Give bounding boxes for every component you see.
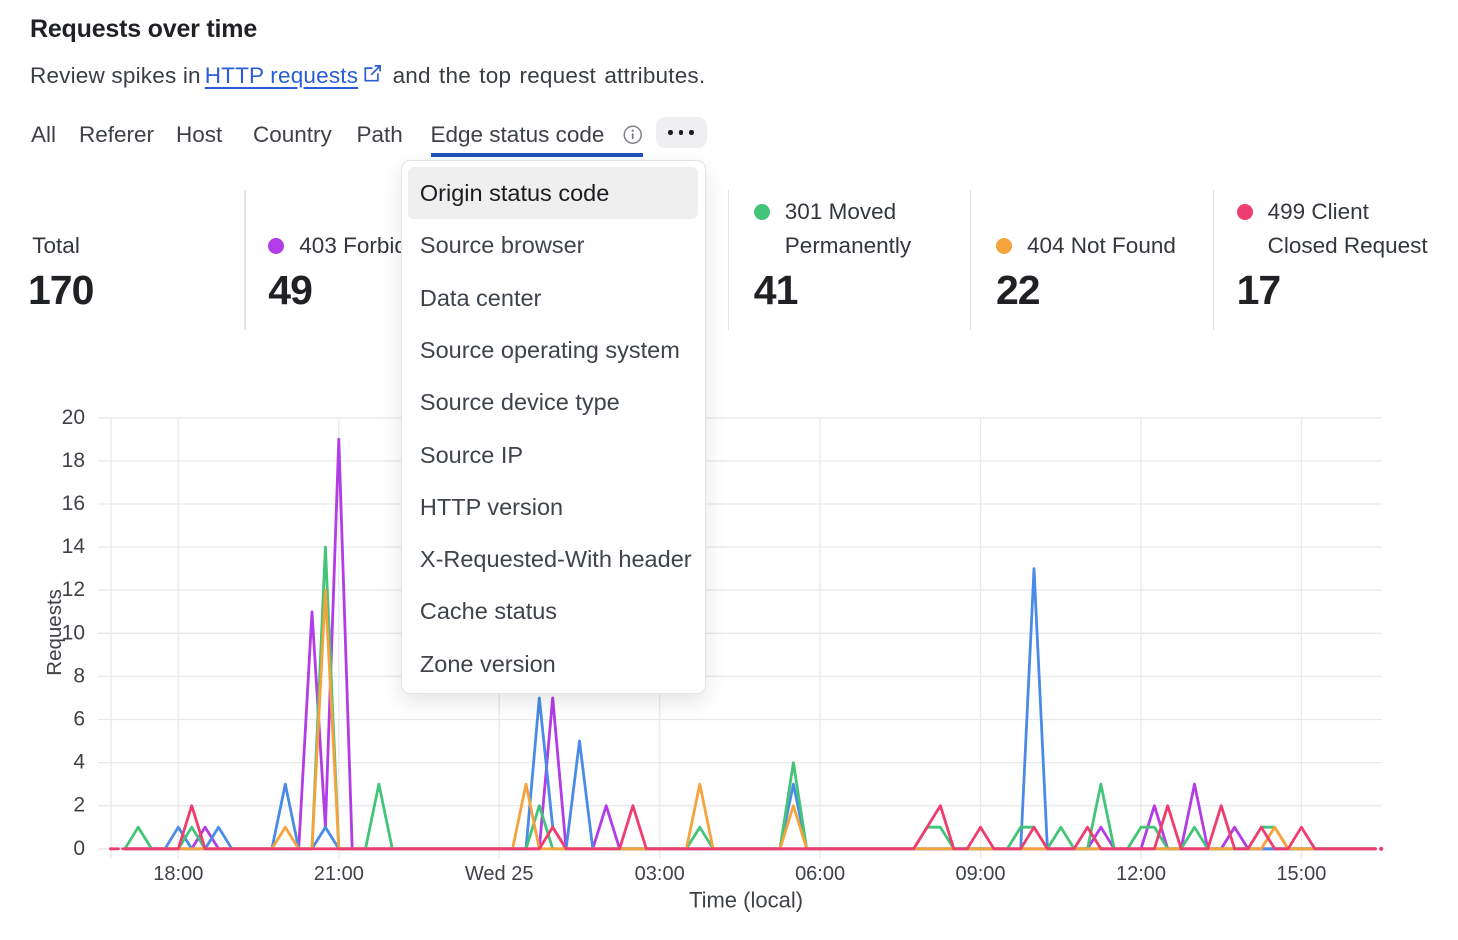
svg-text:8: 8 (73, 664, 85, 687)
svg-text:09:00: 09:00 (955, 863, 1005, 885)
svg-text:12: 12 (62, 578, 85, 601)
svg-text:21:00: 21:00 (314, 863, 364, 885)
svg-text:12:00: 12:00 (1116, 863, 1166, 885)
svg-text:18: 18 (62, 449, 85, 472)
svg-text:15:00: 15:00 (1276, 863, 1326, 885)
svg-text:Wed 25: Wed 25 (465, 863, 534, 885)
svg-text:Time (local): Time (local) (689, 888, 803, 913)
svg-text:4: 4 (73, 751, 85, 774)
svg-text:03:00: 03:00 (635, 863, 685, 885)
svg-text:20: 20 (62, 406, 85, 429)
svg-text:6: 6 (73, 708, 85, 731)
svg-text:14: 14 (62, 535, 86, 558)
svg-text:Requests: Requests (43, 589, 66, 676)
svg-text:16: 16 (62, 492, 85, 515)
svg-text:18:00: 18:00 (153, 863, 203, 885)
svg-text:10: 10 (62, 621, 85, 644)
svg-text:06:00: 06:00 (795, 863, 845, 885)
svg-text:0: 0 (73, 837, 85, 860)
svg-text:2: 2 (73, 794, 85, 817)
